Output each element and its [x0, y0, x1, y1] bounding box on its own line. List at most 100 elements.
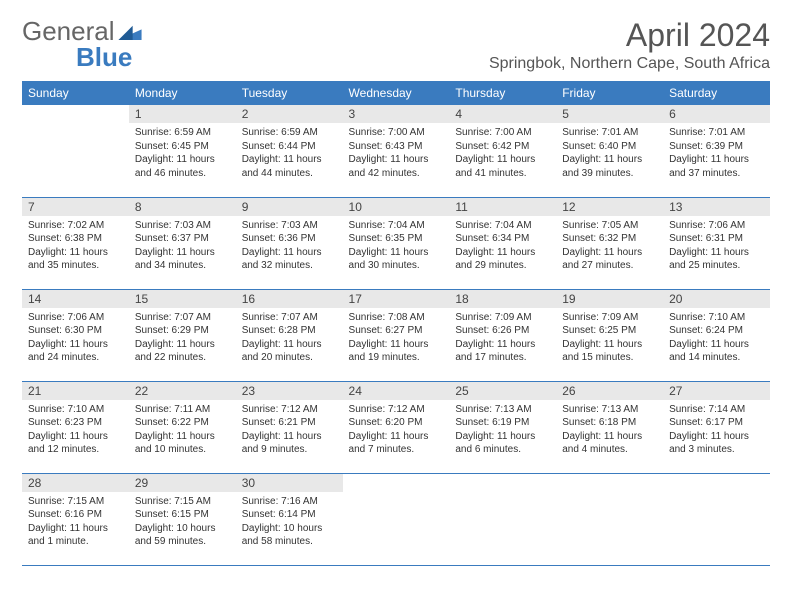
day-number: 7: [22, 198, 129, 216]
logo-text-blue: Blue: [76, 42, 132, 72]
calendar-cell: 23Sunrise: 7:12 AMSunset: 6:21 PMDayligh…: [236, 381, 343, 473]
calendar-row: 7Sunrise: 7:02 AMSunset: 6:38 PMDaylight…: [22, 197, 770, 289]
weekday-header: Friday: [556, 81, 663, 105]
weekday-header-row: Sunday Monday Tuesday Wednesday Thursday…: [22, 81, 770, 105]
header: GeneralBlue April 2024 Springbok, Northe…: [22, 18, 770, 73]
calendar-cell: 8Sunrise: 7:03 AMSunset: 6:37 PMDaylight…: [129, 197, 236, 289]
calendar-cell: [556, 473, 663, 565]
day-number: 13: [663, 198, 770, 216]
day-info: Sunrise: 7:09 AMSunset: 6:26 PMDaylight:…: [449, 308, 556, 369]
day-info: Sunrise: 7:00 AMSunset: 6:43 PMDaylight:…: [343, 123, 450, 184]
calendar-cell: 3Sunrise: 7:00 AMSunset: 6:43 PMDaylight…: [343, 105, 450, 197]
day-number: 18: [449, 290, 556, 308]
day-number: 20: [663, 290, 770, 308]
calendar-cell: [343, 473, 450, 565]
day-number: 29: [129, 474, 236, 492]
calendar-cell: 30Sunrise: 7:16 AMSunset: 6:14 PMDayligh…: [236, 473, 343, 565]
page-title: April 2024: [489, 18, 770, 53]
day-number: 9: [236, 198, 343, 216]
calendar-cell: 26Sunrise: 7:13 AMSunset: 6:18 PMDayligh…: [556, 381, 663, 473]
day-info: Sunrise: 7:03 AMSunset: 6:36 PMDaylight:…: [236, 216, 343, 277]
day-number: 10: [343, 198, 450, 216]
calendar-cell: 19Sunrise: 7:09 AMSunset: 6:25 PMDayligh…: [556, 289, 663, 381]
location-subtitle: Springbok, Northern Cape, South Africa: [489, 55, 770, 73]
day-number: 14: [22, 290, 129, 308]
day-info: Sunrise: 7:16 AMSunset: 6:14 PMDaylight:…: [236, 492, 343, 553]
calendar-cell: 17Sunrise: 7:08 AMSunset: 6:27 PMDayligh…: [343, 289, 450, 381]
calendar-cell: 7Sunrise: 7:02 AMSunset: 6:38 PMDaylight…: [22, 197, 129, 289]
calendar-cell: 15Sunrise: 7:07 AMSunset: 6:29 PMDayligh…: [129, 289, 236, 381]
day-number: 5: [556, 105, 663, 123]
day-number: 27: [663, 382, 770, 400]
day-info: Sunrise: 7:01 AMSunset: 6:40 PMDaylight:…: [556, 123, 663, 184]
weekday-header: Thursday: [449, 81, 556, 105]
logo-mark-icon: [118, 18, 142, 44]
calendar-row: 21Sunrise: 7:10 AMSunset: 6:23 PMDayligh…: [22, 381, 770, 473]
calendar-row: 1Sunrise: 6:59 AMSunset: 6:45 PMDaylight…: [22, 105, 770, 197]
calendar-cell: 1Sunrise: 6:59 AMSunset: 6:45 PMDaylight…: [129, 105, 236, 197]
calendar-cell: 6Sunrise: 7:01 AMSunset: 6:39 PMDaylight…: [663, 105, 770, 197]
day-number: 6: [663, 105, 770, 123]
calendar-cell: [663, 473, 770, 565]
weekday-header: Monday: [129, 81, 236, 105]
day-info: Sunrise: 7:13 AMSunset: 6:18 PMDaylight:…: [556, 400, 663, 461]
calendar-row: 14Sunrise: 7:06 AMSunset: 6:30 PMDayligh…: [22, 289, 770, 381]
day-info: Sunrise: 7:14 AMSunset: 6:17 PMDaylight:…: [663, 400, 770, 461]
calendar-cell: 14Sunrise: 7:06 AMSunset: 6:30 PMDayligh…: [22, 289, 129, 381]
day-info: Sunrise: 7:07 AMSunset: 6:29 PMDaylight:…: [129, 308, 236, 369]
day-number: 25: [449, 382, 556, 400]
weekday-header: Sunday: [22, 81, 129, 105]
day-info: Sunrise: 7:06 AMSunset: 6:31 PMDaylight:…: [663, 216, 770, 277]
day-info: Sunrise: 7:12 AMSunset: 6:21 PMDaylight:…: [236, 400, 343, 461]
day-number: 2: [236, 105, 343, 123]
calendar-cell: 4Sunrise: 7:00 AMSunset: 6:42 PMDaylight…: [449, 105, 556, 197]
day-number: 1: [129, 105, 236, 123]
day-info: Sunrise: 7:10 AMSunset: 6:24 PMDaylight:…: [663, 308, 770, 369]
calendar-cell: 11Sunrise: 7:04 AMSunset: 6:34 PMDayligh…: [449, 197, 556, 289]
day-number: 19: [556, 290, 663, 308]
calendar-cell: 29Sunrise: 7:15 AMSunset: 6:15 PMDayligh…: [129, 473, 236, 565]
day-number: 3: [343, 105, 450, 123]
day-info: Sunrise: 7:03 AMSunset: 6:37 PMDaylight:…: [129, 216, 236, 277]
calendar-cell: 28Sunrise: 7:15 AMSunset: 6:16 PMDayligh…: [22, 473, 129, 565]
day-number: 15: [129, 290, 236, 308]
day-info: Sunrise: 7:04 AMSunset: 6:34 PMDaylight:…: [449, 216, 556, 277]
calendar-cell: 25Sunrise: 7:13 AMSunset: 6:19 PMDayligh…: [449, 381, 556, 473]
day-info: Sunrise: 6:59 AMSunset: 6:44 PMDaylight:…: [236, 123, 343, 184]
calendar-table: Sunday Monday Tuesday Wednesday Thursday…: [22, 81, 770, 566]
calendar-body: 1Sunrise: 6:59 AMSunset: 6:45 PMDaylight…: [22, 105, 770, 565]
calendar-cell: 10Sunrise: 7:04 AMSunset: 6:35 PMDayligh…: [343, 197, 450, 289]
logo-text-general: General: [22, 18, 115, 44]
day-info: Sunrise: 7:13 AMSunset: 6:19 PMDaylight:…: [449, 400, 556, 461]
day-number: 30: [236, 474, 343, 492]
day-info: Sunrise: 6:59 AMSunset: 6:45 PMDaylight:…: [129, 123, 236, 184]
day-info: Sunrise: 7:01 AMSunset: 6:39 PMDaylight:…: [663, 123, 770, 184]
day-info: Sunrise: 7:00 AMSunset: 6:42 PMDaylight:…: [449, 123, 556, 184]
day-number: 21: [22, 382, 129, 400]
title-block: April 2024 Springbok, Northern Cape, Sou…: [489, 18, 770, 73]
day-number: 11: [449, 198, 556, 216]
logo: GeneralBlue: [22, 18, 142, 70]
weekday-header: Wednesday: [343, 81, 450, 105]
calendar-cell: 9Sunrise: 7:03 AMSunset: 6:36 PMDaylight…: [236, 197, 343, 289]
calendar-cell: 12Sunrise: 7:05 AMSunset: 6:32 PMDayligh…: [556, 197, 663, 289]
day-info: Sunrise: 7:07 AMSunset: 6:28 PMDaylight:…: [236, 308, 343, 369]
calendar-cell: 2Sunrise: 6:59 AMSunset: 6:44 PMDaylight…: [236, 105, 343, 197]
day-number: 12: [556, 198, 663, 216]
calendar-cell: 20Sunrise: 7:10 AMSunset: 6:24 PMDayligh…: [663, 289, 770, 381]
day-info: Sunrise: 7:05 AMSunset: 6:32 PMDaylight:…: [556, 216, 663, 277]
calendar-cell: [22, 105, 129, 197]
calendar-cell: 24Sunrise: 7:12 AMSunset: 6:20 PMDayligh…: [343, 381, 450, 473]
weekday-header: Tuesday: [236, 81, 343, 105]
day-number: 26: [556, 382, 663, 400]
day-info: Sunrise: 7:04 AMSunset: 6:35 PMDaylight:…: [343, 216, 450, 277]
calendar-cell: 22Sunrise: 7:11 AMSunset: 6:22 PMDayligh…: [129, 381, 236, 473]
day-info: Sunrise: 7:08 AMSunset: 6:27 PMDaylight:…: [343, 308, 450, 369]
calendar-cell: 18Sunrise: 7:09 AMSunset: 6:26 PMDayligh…: [449, 289, 556, 381]
day-info: Sunrise: 7:10 AMSunset: 6:23 PMDaylight:…: [22, 400, 129, 461]
day-number: 16: [236, 290, 343, 308]
day-info: Sunrise: 7:06 AMSunset: 6:30 PMDaylight:…: [22, 308, 129, 369]
calendar-cell: 16Sunrise: 7:07 AMSunset: 6:28 PMDayligh…: [236, 289, 343, 381]
day-number: 4: [449, 105, 556, 123]
day-info: Sunrise: 7:15 AMSunset: 6:16 PMDaylight:…: [22, 492, 129, 553]
